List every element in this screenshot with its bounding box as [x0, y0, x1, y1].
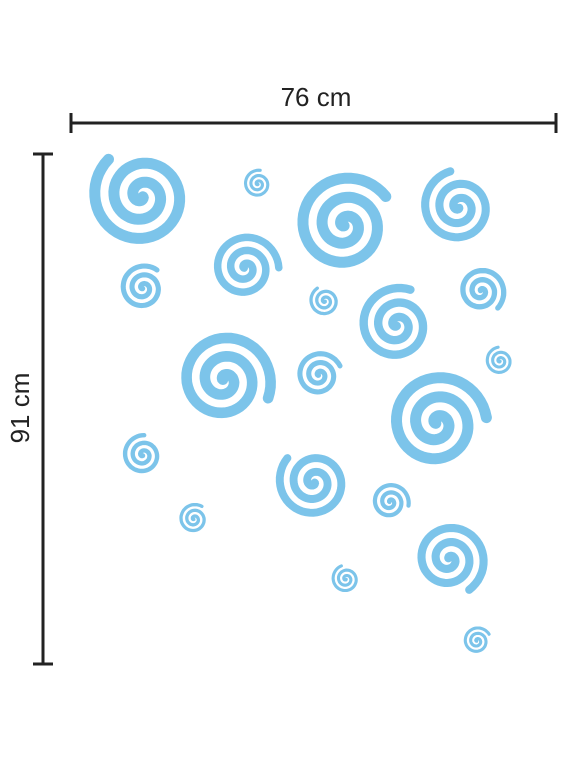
swirl-sticker	[122, 433, 160, 474]
swirl-sticker	[297, 351, 343, 395]
height-dimension: 91 cm	[5, 152, 53, 666]
swirl-sticker	[331, 564, 358, 593]
swirl-sticker	[243, 168, 270, 197]
swirl-sticker	[460, 267, 507, 311]
swirl-sticker	[181, 332, 276, 419]
swirl-group	[89, 153, 512, 653]
swirl-sticker	[359, 283, 428, 359]
width-dimension: 76 cm	[69, 82, 558, 133]
swirl-sticker	[463, 626, 491, 653]
height-label: 91 cm	[5, 373, 35, 444]
swirl-sticker	[297, 172, 392, 268]
swirl-sticker	[213, 233, 283, 296]
swirl-sticker	[309, 286, 338, 316]
swirl-sticker	[89, 153, 186, 244]
swirl-sticker	[417, 523, 488, 594]
swirl-sticker	[179, 502, 206, 533]
swirl-sticker	[421, 167, 490, 242]
swirl-sticker	[485, 345, 512, 374]
swirl-sticker	[390, 372, 492, 465]
width-label: 76 cm	[281, 82, 352, 112]
swirl-sticker	[275, 454, 346, 517]
swirl-sticker	[372, 482, 411, 518]
swirl-sticker	[120, 263, 161, 309]
